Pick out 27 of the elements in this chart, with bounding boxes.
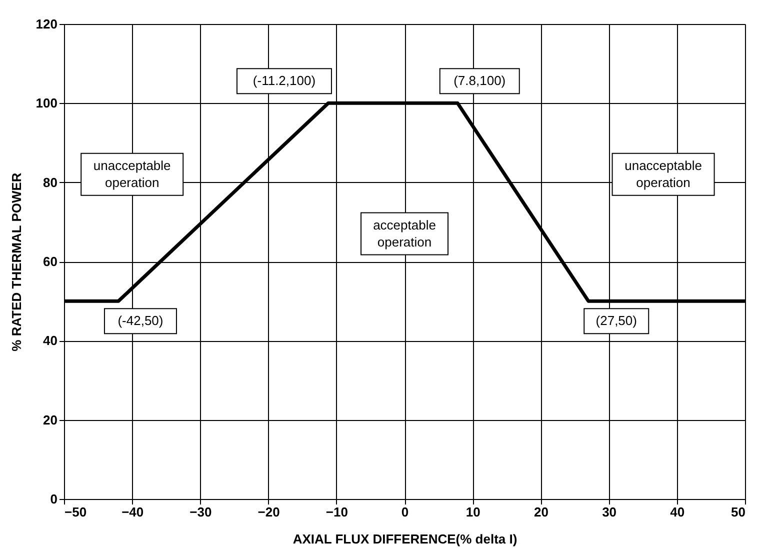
- x-tick-label: 30: [602, 504, 617, 520]
- x-tick-label: 40: [670, 504, 685, 520]
- annotation: (27,50): [596, 313, 637, 328]
- y-tick-label: 20: [43, 412, 58, 428]
- annotation: (7.8,100): [454, 73, 506, 88]
- annotation: (-11.2,100): [252, 73, 316, 88]
- y-tick-label: 120: [36, 16, 58, 32]
- x-axis-title: AXIAL FLUX DIFFERENCE(% delta I): [292, 532, 518, 546]
- y-tick-label: 40: [43, 333, 58, 348]
- x-tick-label: −20: [258, 504, 280, 520]
- y-tick-label: 60: [43, 254, 58, 269]
- x-tick-label: 0: [401, 504, 409, 520]
- annotation: (-42,50): [118, 313, 164, 328]
- x-tick-label: −40: [122, 504, 144, 520]
- y-tick-label: 0: [50, 492, 58, 506]
- x-tick-label: −30: [190, 504, 212, 520]
- annotation: acceptable operation: [373, 217, 436, 250]
- x-tick-label: 20: [534, 504, 548, 520]
- y-tick-label: 100: [36, 96, 58, 111]
- annotation: unacceptable operation: [624, 158, 702, 190]
- annotation: unacceptable operation: [93, 158, 171, 190]
- x-tick-label: −10: [326, 504, 348, 520]
- x-tick-label: 50: [731, 504, 746, 520]
- x-tick-label: −50: [64, 504, 87, 520]
- y-axis-title: % RATED THERMAL POWER: [8, 172, 24, 352]
- y-tick-label: 80: [43, 174, 58, 190]
- x-tick-label: 10: [466, 504, 480, 520]
